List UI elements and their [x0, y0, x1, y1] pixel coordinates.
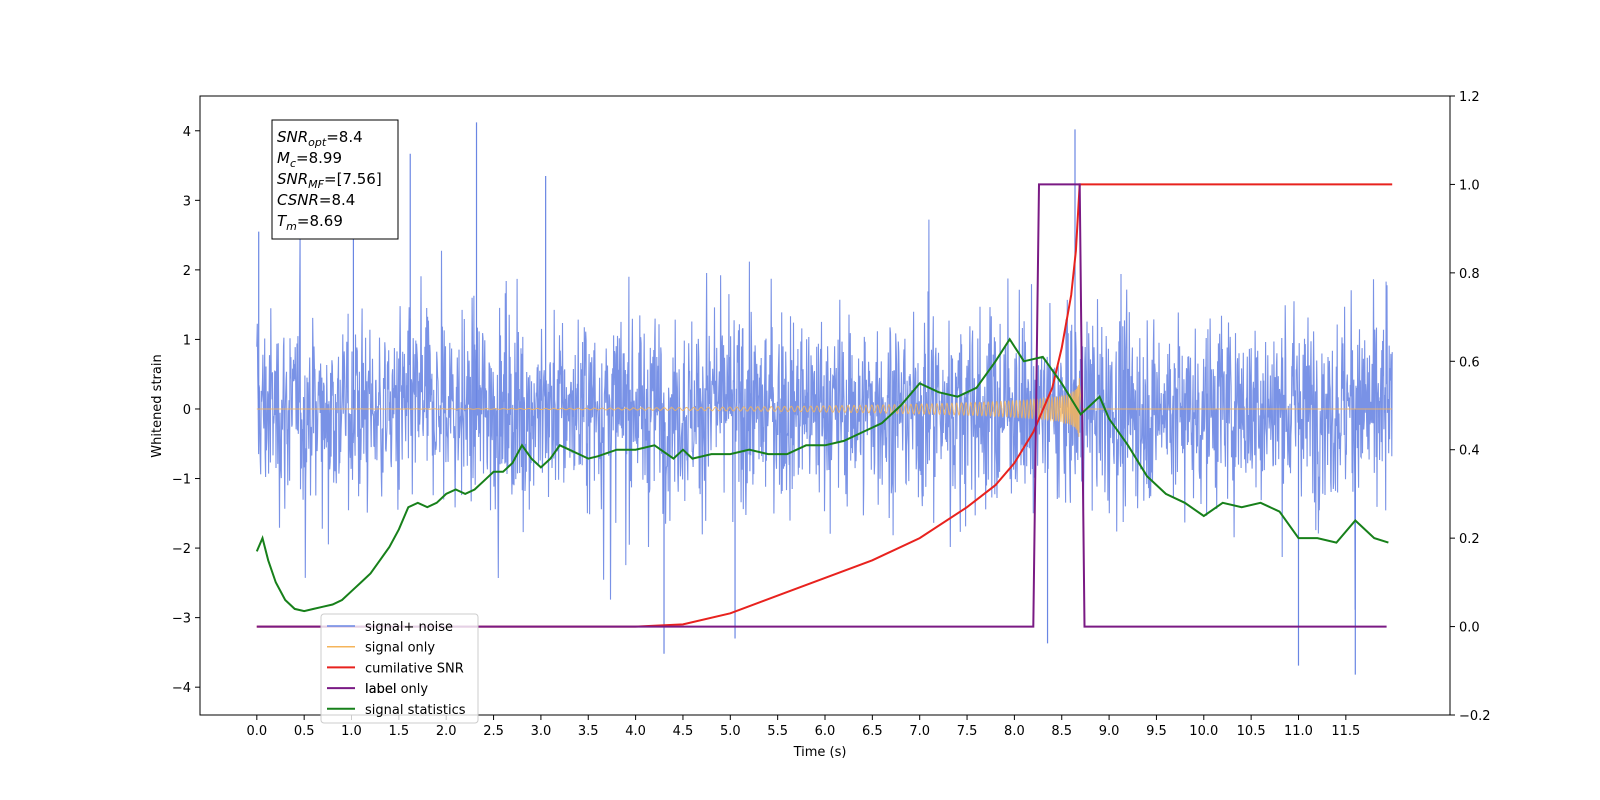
x-tick-label: 1.0 — [341, 724, 362, 739]
x-tick-label: 8.0 — [1004, 724, 1025, 739]
y-tick-label: 4 — [183, 125, 191, 140]
x-tick-label: 0.0 — [246, 724, 267, 739]
y-axis-right: −0.2 0.0 0.2 0.4 0.6 0.8 1.0 1.2 — [1450, 90, 1491, 724]
x-tick-label: 11.5 — [1331, 724, 1360, 739]
annotation-line: Tm=8.69 — [277, 212, 343, 233]
x-tick-label: 5.0 — [720, 724, 741, 739]
annotation-line: SNRMF=[7.56] — [277, 170, 382, 191]
y-tick-label: 2 — [183, 264, 191, 279]
series-cumilative-snrline — [256, 183, 1393, 628]
annotation-line: SNRopt=8.4 — [277, 128, 363, 149]
legend-hidden-label: label only — [365, 682, 428, 697]
y2-tick-label: 1.2 — [1459, 90, 1480, 105]
legend-frame — [320, 613, 479, 724]
x-tick-label: 6.0 — [815, 724, 836, 739]
legend-label: signal+ noise — [365, 620, 453, 635]
legend-label: signal only — [365, 641, 435, 656]
legend-label: cumilative SNR — [365, 661, 464, 676]
y-tick-label: −2 — [172, 542, 191, 557]
y2-tick-label: 0.2 — [1459, 532, 1480, 547]
y2-tick-label: 0.8 — [1459, 267, 1480, 282]
x-tick-label: 6.5 — [862, 724, 883, 739]
x-tick-label: 4.5 — [673, 724, 694, 739]
x-tick-label: 2.5 — [483, 724, 504, 739]
y-tick-label: 0 — [183, 403, 191, 418]
x-tick-label: 5.5 — [767, 724, 788, 739]
series-signal-only-line — [256, 378, 1393, 437]
series-layer — [255, 122, 1393, 675]
x-tick-label: 0.5 — [294, 724, 315, 739]
y-tick-label: −4 — [172, 681, 191, 696]
x-tick-label: 8.5 — [1051, 724, 1072, 739]
y2-tick-label: 0.4 — [1459, 444, 1480, 459]
x-tick-label: 11.0 — [1284, 724, 1313, 739]
series-signal-noise-line — [256, 219, 1393, 610]
y2-tick-label: 0.6 — [1459, 355, 1480, 370]
y-tick-label: −3 — [172, 612, 191, 627]
y2-tick-label: 0.0 — [1459, 621, 1480, 636]
x-tick-label: 3.0 — [531, 724, 552, 739]
x-tick-label: 7.5 — [957, 724, 978, 739]
x-tick-label: 7.0 — [909, 724, 930, 739]
annotation-line: CSNR=8.4 — [277, 191, 355, 209]
legend-label: label — [365, 682, 396, 697]
series-signal-statisticsline — [255, 337, 1389, 613]
y2-tick-label: 1.0 — [1459, 178, 1480, 193]
y-tick-label: 3 — [183, 194, 191, 209]
legend: label only signal+ noise signal only cumila… — [320, 613, 479, 724]
y-axis-label: Whitened strain — [150, 354, 165, 457]
series-labelline — [256, 183, 1387, 628]
x-tick-label: 4.0 — [625, 724, 646, 739]
x-tick-label: 3.5 — [578, 724, 599, 739]
x-tick-label: 1.5 — [389, 724, 410, 739]
x-axis-label: Time (s) — [793, 745, 847, 760]
x-tick-label: 10.0 — [1189, 724, 1218, 739]
legend-label: signal statistics — [365, 703, 466, 718]
y-tick-label: −1 — [172, 473, 191, 488]
y2-tick-label: −0.2 — [1459, 709, 1491, 724]
x-tick-label: 9.0 — [1099, 724, 1120, 739]
x-tick-label: 9.5 — [1146, 724, 1167, 739]
x-axis: 0.0 0.5 1.0 1.5 2.0 2.5 3.0 3.5 4.0 4.5 5.0 5.5 6.0 6… — [246, 715, 1360, 739]
x-tick-label: 2.0 — [436, 724, 457, 739]
annotation-frame — [271, 119, 399, 240]
y-tick-label: 1 — [183, 333, 191, 348]
x-tick-label: 10.5 — [1237, 724, 1266, 739]
annotation-line: Mc=8.99 — [277, 149, 342, 170]
y-axis-left: −4 −3 −2 −1 0 1 2 3 4 — [172, 125, 200, 696]
